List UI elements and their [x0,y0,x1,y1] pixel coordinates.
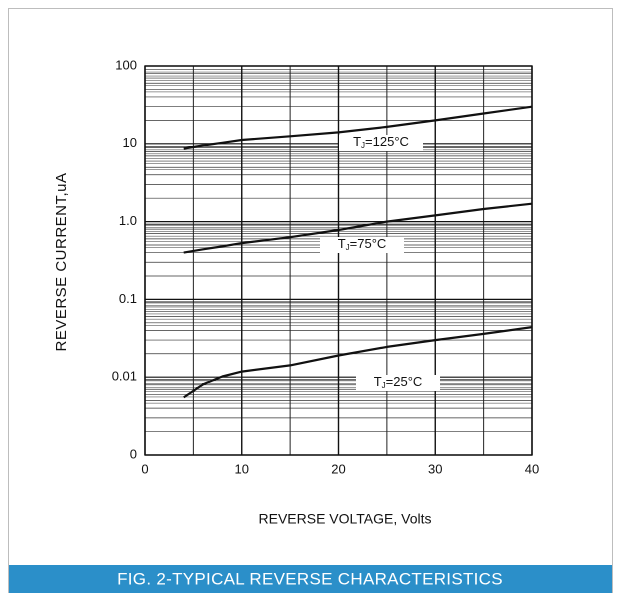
label-sub: J [361,141,365,150]
label-bg [320,237,404,253]
y-tick-label: 0.01 [112,369,137,384]
x-tick-label: 40 [525,461,539,476]
label-base: T [353,134,361,149]
label-rest: =25°C [386,374,423,389]
y-tick-label: 100 [115,57,137,72]
label-base: T [374,374,382,389]
label-bg [339,135,423,151]
x-tick-label: 10 [235,461,249,476]
frame [8,8,613,593]
series-label: TJ=75°C [338,236,387,252]
x-tick-label: 30 [428,461,442,476]
label-rest: =125°C [365,134,409,149]
label-sub: J [382,381,386,390]
label-base: T [338,236,346,251]
plot-border [144,65,533,456]
y-axis-label: REVERSE CURRENT,uA [53,172,70,351]
series-line [183,105,533,150]
series-line [183,326,533,399]
label-rest: =75°C [350,236,387,251]
series-label: TJ=125°C [353,134,409,150]
grid [144,65,533,456]
x-axis-label: REVERSE VOLTAGE, Volts [259,511,432,527]
y-tick-label: 10 [123,135,137,150]
series-label: TJ=25°C [374,374,423,390]
label-sub: J [346,243,350,252]
y-tick-label: 1.0 [119,213,137,228]
caption: FIG. 2-TYPICAL REVERSE CHARACTERISTICS [117,569,503,588]
x-tick-label: 20 [331,461,345,476]
caption-bar [9,565,612,593]
series-line [183,202,533,254]
y-tick-label: 0 [130,446,137,461]
label-bg [356,375,440,391]
y-tick-label: 0.1 [119,291,137,306]
x-tick-label: 0 [141,461,148,476]
